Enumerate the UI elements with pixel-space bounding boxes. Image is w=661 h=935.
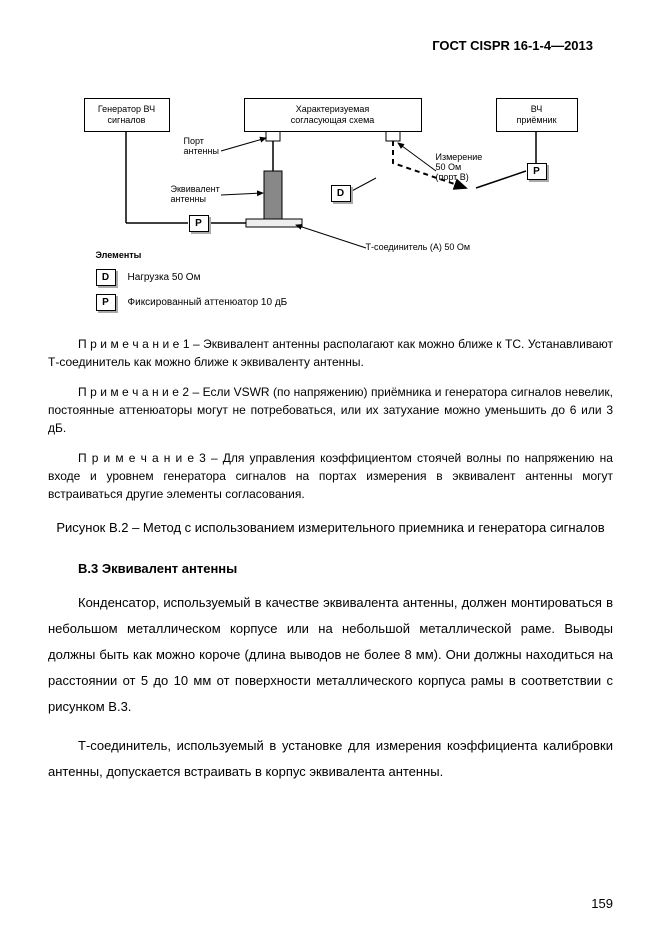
note-label: П р и м е ч а н и е 2 –	[78, 385, 199, 399]
txt: Характеризуемая	[296, 104, 370, 115]
txt: антенны	[184, 146, 219, 156]
txt: приёмник	[516, 115, 556, 126]
page-header: ГОСТ CISPR 16-1-4—2013	[48, 38, 593, 53]
txt: Эквивалент	[171, 184, 220, 194]
txt: 50 Ом	[436, 162, 462, 172]
paragraph-2: Т-соединитель, используемый в установке …	[48, 733, 613, 785]
label-port-antenna: Порт антенны	[184, 137, 219, 157]
note-label: П р и м е ч а н и е 1 –	[78, 337, 200, 351]
note-2: П р и м е ч а н и е 2 – Если VSWR (по на…	[48, 383, 613, 437]
diagram: Генератор ВЧ сигналов Характеризуемая со…	[66, 93, 596, 323]
page-number: 159	[591, 896, 613, 911]
symbol-p: P	[96, 294, 116, 311]
label-tconnector: Т-соединитель (А) 50 Ом	[366, 243, 471, 253]
section-title: В.3 Эквивалент антенны	[78, 561, 613, 576]
symbol-d: D	[96, 269, 116, 286]
note-label: П р и м е ч а н и е 3 –	[78, 451, 218, 465]
txt: Порт	[184, 136, 204, 146]
txt: (порт В)	[436, 172, 469, 182]
symbol-p: P	[189, 215, 209, 232]
label-measurement: Измерение 50 Ом (порт В)	[436, 153, 483, 183]
symbol-d: D	[331, 185, 351, 202]
note-3: П р и м е ч а н и е 3 – Для управления к…	[48, 449, 613, 503]
box-receiver: ВЧ приёмник	[496, 98, 578, 132]
box-generator: Генератор ВЧ сигналов	[84, 98, 170, 132]
txt: Генератор ВЧ	[98, 104, 155, 115]
box-dut: Характеризуемая согласующая схема	[244, 98, 422, 132]
legend-p-text: Фиксированный аттенюатор 10 дБ	[128, 297, 288, 308]
figure-caption: Рисунок В.2 – Метод с использованием изм…	[48, 519, 613, 537]
label-elements: Элементы	[96, 251, 142, 261]
txt: согласующая схема	[291, 115, 375, 126]
paragraph-1: Конденсатор, используемый в качестве экв…	[48, 590, 613, 720]
legend: D Нагрузка 50 Ом P Фиксированный аттенюа…	[96, 269, 288, 315]
label-eq-antenna: Эквивалент антенны	[171, 185, 220, 205]
txt: ВЧ	[531, 104, 543, 115]
txt: антенны	[171, 194, 206, 204]
legend-d-text: Нагрузка 50 Ом	[128, 272, 201, 283]
txt: Измерение	[436, 152, 483, 162]
note-1: П р и м е ч а н и е 1 – Эквивалент антен…	[48, 335, 613, 371]
symbol-p: P	[527, 163, 547, 180]
txt: сигналов	[108, 115, 146, 126]
page: ГОСТ CISPR 16-1-4—2013	[0, 0, 661, 935]
